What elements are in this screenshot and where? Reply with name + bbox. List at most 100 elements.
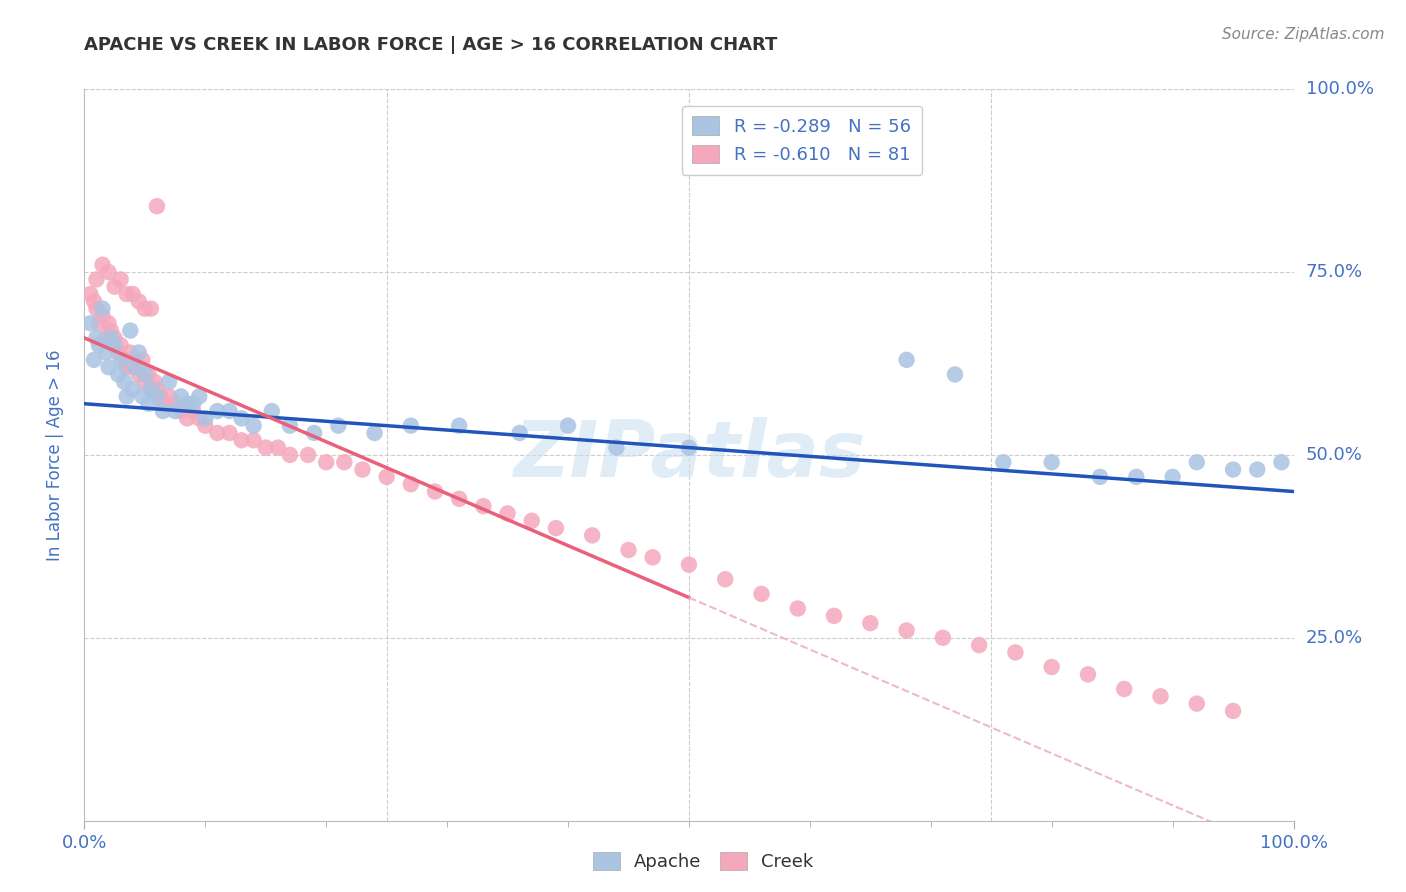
Point	[143, 375, 166, 389]
Point	[557, 418, 579, 433]
Point	[993, 455, 1015, 469]
Point	[79, 287, 101, 301]
Point	[79, 316, 101, 330]
Point	[163, 404, 186, 418]
Point	[896, 352, 918, 367]
Point	[149, 389, 172, 403]
Point	[131, 352, 153, 367]
Point	[110, 338, 132, 352]
Point	[207, 404, 229, 418]
Point	[100, 324, 122, 338]
Point	[139, 301, 162, 316]
Point	[260, 404, 283, 418]
Point	[678, 558, 700, 572]
Point	[121, 382, 143, 396]
Legend: Apache, Creek: Apache, Creek	[585, 845, 821, 879]
Point	[1222, 462, 1244, 476]
Point	[83, 352, 105, 367]
Point	[146, 199, 169, 213]
Point	[896, 624, 918, 638]
Point	[242, 434, 264, 448]
Point	[823, 608, 845, 623]
Point	[110, 352, 132, 367]
Point	[100, 331, 122, 345]
Point	[254, 441, 277, 455]
Point	[124, 352, 146, 367]
Text: Source: ZipAtlas.com: Source: ZipAtlas.com	[1222, 27, 1385, 42]
Point	[112, 352, 135, 367]
Point	[297, 448, 319, 462]
Point	[1185, 455, 1208, 469]
Point	[472, 499, 495, 513]
Point	[139, 382, 162, 396]
Point	[91, 301, 114, 316]
Point	[91, 309, 114, 323]
Point	[496, 507, 519, 521]
Point	[94, 345, 117, 359]
Point	[194, 418, 217, 433]
Point	[218, 425, 240, 440]
Legend: R = -0.289   N = 56, R = -0.610   N = 81: R = -0.289 N = 56, R = -0.610 N = 81	[682, 105, 922, 175]
Point	[86, 272, 108, 286]
Text: 50.0%: 50.0%	[1306, 446, 1362, 464]
Point	[207, 425, 229, 440]
Point	[786, 601, 808, 615]
Point	[94, 331, 117, 345]
Point	[86, 301, 108, 316]
Point	[967, 638, 990, 652]
Point	[581, 528, 603, 542]
Point	[423, 484, 446, 499]
Point	[115, 360, 138, 375]
Point	[1161, 470, 1184, 484]
Point	[751, 587, 773, 601]
Point	[544, 521, 567, 535]
Point	[128, 345, 150, 359]
Point	[231, 411, 253, 425]
Point	[1246, 462, 1268, 476]
Point	[1185, 697, 1208, 711]
Point	[932, 631, 955, 645]
Point	[87, 338, 110, 352]
Point	[115, 287, 138, 301]
Point	[139, 382, 162, 396]
Point	[328, 418, 350, 433]
Point	[128, 368, 150, 382]
Point	[267, 441, 290, 455]
Point	[181, 397, 204, 411]
Point	[152, 397, 174, 411]
Point	[120, 324, 142, 338]
Point	[163, 397, 186, 411]
Point	[1125, 470, 1147, 484]
Point	[617, 543, 640, 558]
Point	[1040, 455, 1063, 469]
Point	[641, 550, 664, 565]
Point	[97, 360, 120, 375]
Point	[86, 331, 108, 345]
Point	[399, 418, 422, 433]
Point	[112, 375, 135, 389]
Point	[97, 265, 120, 279]
Point	[107, 368, 129, 382]
Point	[157, 375, 180, 389]
Point	[315, 455, 337, 469]
Point	[1088, 470, 1111, 484]
Point	[605, 441, 627, 455]
Point	[231, 434, 253, 448]
Point	[333, 455, 356, 469]
Point	[1270, 455, 1292, 469]
Point	[352, 462, 374, 476]
Point	[138, 368, 160, 382]
Point	[176, 411, 198, 425]
Point	[128, 294, 150, 309]
Point	[83, 294, 105, 309]
Point	[107, 345, 129, 359]
Point	[278, 448, 301, 462]
Point	[146, 389, 169, 403]
Y-axis label: In Labor Force | Age > 16: In Labor Force | Age > 16	[45, 349, 63, 561]
Text: 75.0%: 75.0%	[1306, 263, 1362, 281]
Point	[157, 389, 180, 403]
Point	[859, 616, 882, 631]
Point	[91, 258, 114, 272]
Point	[363, 425, 385, 440]
Point	[194, 411, 217, 425]
